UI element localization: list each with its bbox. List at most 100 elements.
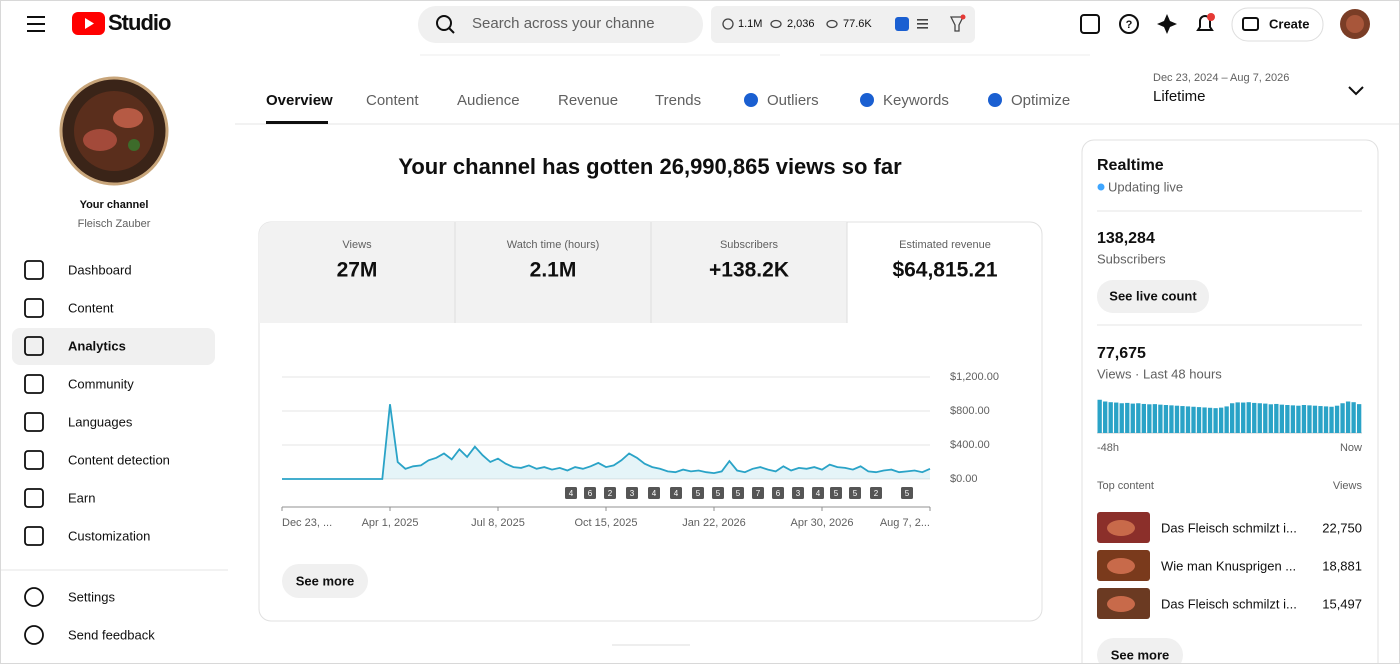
nav-item[interactable]: Community — [68, 376, 134, 391]
nav-icon[interactable] — [24, 587, 44, 607]
metric-value[interactable]: $64,815.21 — [892, 259, 997, 282]
nav-item[interactable]: Dashboard — [68, 262, 132, 277]
upload-marker[interactable] — [812, 487, 824, 499]
realtime-title: Realtime — [1097, 157, 1164, 174]
realtime-bar — [1191, 406, 1196, 433]
upload-marker[interactable] — [870, 487, 882, 499]
nav-item[interactable]: Customization — [68, 528, 150, 543]
upload-count: 2 — [608, 489, 613, 498]
top-content-title[interactable]: Das Fleisch schmilzt i... — [1161, 520, 1297, 535]
nav-icon[interactable] — [24, 526, 44, 546]
nav-icon[interactable] — [24, 336, 44, 356]
nav-item[interactable]: Content — [68, 300, 114, 315]
upload-marker[interactable] — [604, 487, 616, 499]
upload-marker[interactable] — [584, 487, 596, 499]
tab[interactable]: Keywords — [883, 92, 949, 109]
nav-icon[interactable] — [24, 298, 44, 318]
create-label: Create — [1269, 16, 1309, 31]
upload-marker[interactable] — [849, 487, 861, 499]
realtime-bar — [1241, 402, 1246, 433]
tab[interactable]: Revenue — [558, 92, 618, 109]
upload-marker[interactable] — [732, 487, 744, 499]
upload-marker[interactable] — [692, 487, 704, 499]
hamburger[interactable] — [27, 16, 45, 32]
sparkle-icon[interactable] — [1157, 14, 1177, 34]
nav-icon[interactable] — [24, 260, 44, 280]
tab[interactable]: Outliers — [767, 92, 819, 109]
realtime-bar — [1307, 405, 1312, 433]
top-content-title[interactable]: Wie man Knusprigen ... — [1161, 558, 1296, 573]
metric-label[interactable]: Watch time (hours) — [507, 239, 600, 251]
extension-icon[interactable] — [895, 17, 909, 31]
upload-marker[interactable] — [670, 487, 682, 499]
upload-count: 4 — [652, 489, 657, 498]
search-icon — [436, 15, 452, 31]
upload-marker[interactable] — [565, 487, 577, 499]
y-tick-label: $1,200.00 — [950, 371, 999, 383]
nav-item[interactable]: Settings — [68, 589, 115, 604]
metric-value[interactable]: 27M — [337, 259, 378, 282]
upload-marker[interactable] — [901, 487, 913, 499]
metric-value[interactable]: +138.2K — [709, 259, 789, 282]
date-range-chevron[interactable] — [1348, 86, 1364, 96]
nav-icon[interactable] — [24, 450, 44, 470]
tab[interactable]: Content — [366, 92, 419, 109]
live-count-button[interactable] — [1097, 280, 1209, 313]
nav-item[interactable]: Send feedback — [68, 627, 155, 642]
channel-avatar-detail — [74, 91, 154, 171]
metric-label[interactable]: Estimated revenue — [899, 239, 991, 251]
see-more-button[interactable] — [282, 564, 368, 598]
top-content-label: Top content — [1097, 480, 1154, 492]
upload-marker[interactable] — [772, 487, 784, 499]
search-box[interactable] — [418, 6, 703, 43]
upload-marker[interactable] — [648, 487, 660, 499]
realtime-bar — [1125, 402, 1130, 433]
menu-line — [27, 23, 45, 25]
tab[interactable]: Trends — [655, 92, 701, 109]
stat-value: 1.1M — [738, 18, 762, 30]
upload-marker[interactable] — [626, 487, 638, 499]
nav-icon[interactable] — [24, 625, 44, 645]
upload-marker[interactable] — [830, 487, 842, 499]
metric-label[interactable]: Subscribers — [720, 239, 779, 251]
tab[interactable]: Audience — [457, 92, 520, 109]
nav-icon[interactable] — [24, 374, 44, 394]
nav-item[interactable]: Analytics — [68, 338, 126, 353]
nav-icon[interactable] — [24, 488, 44, 508]
help-icon[interactable] — [1119, 14, 1139, 34]
nav-icon[interactable] — [24, 412, 44, 432]
top-content-views: 22,750 — [1322, 520, 1362, 535]
realtime-bar — [1158, 404, 1163, 433]
nav-item[interactable]: Earn — [68, 490, 95, 505]
create-button[interactable] — [1231, 7, 1324, 42]
realtime-bar — [1119, 403, 1124, 433]
top-content-title[interactable]: Das Fleisch schmilzt i... — [1161, 596, 1297, 611]
tab[interactable]: Optimize — [1011, 92, 1070, 109]
realtime-bar — [1114, 402, 1119, 433]
see-more-label: See more — [296, 573, 355, 588]
realtime-bar — [1345, 401, 1351, 433]
nav-item[interactable]: Languages — [68, 414, 133, 429]
metric-label[interactable]: Views — [342, 239, 372, 251]
metric-value[interactable]: 2.1M — [530, 259, 577, 282]
feedback-icon[interactable] — [1080, 14, 1100, 34]
realtime-see-more[interactable] — [1097, 638, 1183, 664]
upload-marker[interactable] — [792, 487, 804, 499]
realtime-bar — [1318, 406, 1323, 433]
y-tick-label: $0.00 — [950, 473, 978, 485]
realtime-bar — [1296, 405, 1301, 433]
axis-start: -48h — [1097, 442, 1119, 454]
realtime-bar — [1147, 404, 1152, 433]
notifications-icon[interactable] — [1196, 15, 1214, 31]
date-range-label[interactable]: Lifetime — [1153, 88, 1206, 105]
realtime-bar — [1130, 403, 1135, 433]
upload-count: 2 — [874, 489, 879, 498]
tab-icon — [744, 93, 758, 107]
nav-item[interactable]: Content detection — [68, 452, 170, 467]
upload-marker[interactable] — [752, 487, 764, 499]
upload-count: 3 — [796, 489, 801, 498]
upload-marker[interactable] — [712, 487, 724, 499]
upload-count: 6 — [588, 489, 593, 498]
tab[interactable]: Overview — [266, 92, 333, 109]
tab-icon — [988, 93, 1002, 107]
